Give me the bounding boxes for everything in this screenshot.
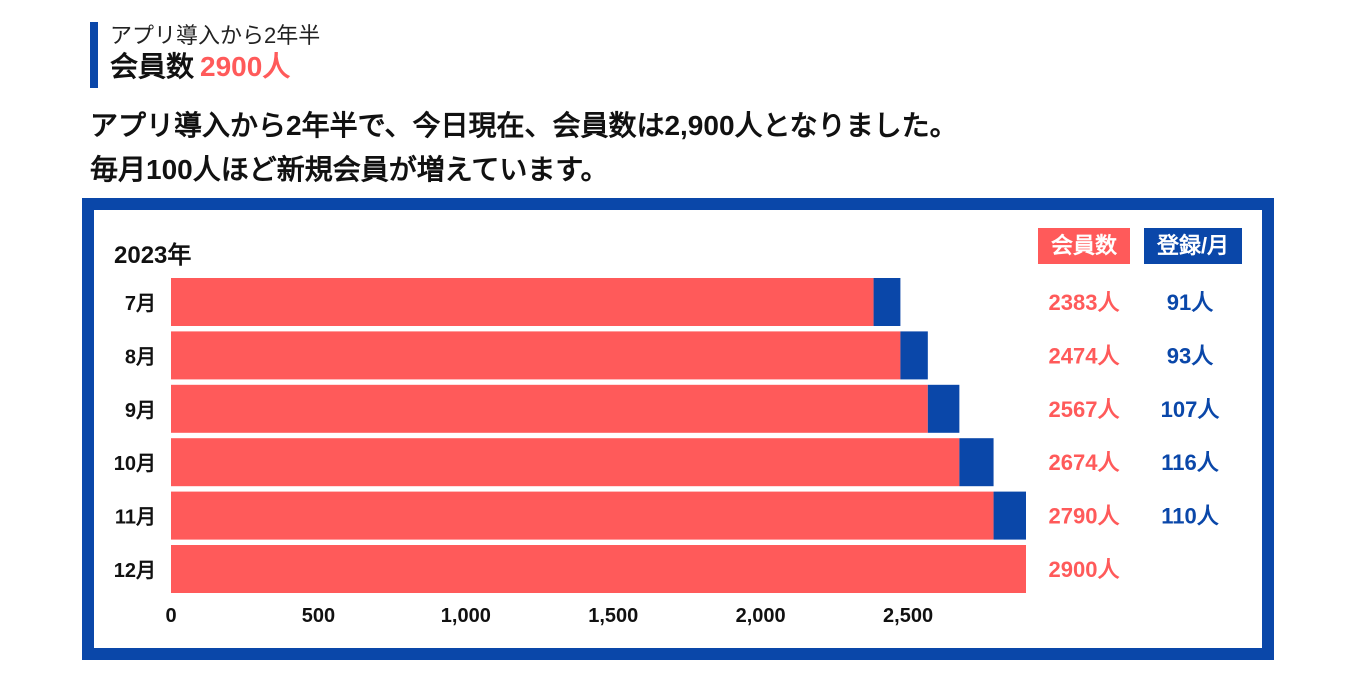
x-tick-label-1: 0 <box>165 605 176 627</box>
headline-label: 会員数 <box>110 51 195 82</box>
category-label-2: 8月 <box>125 346 156 368</box>
bar-monthly-2 <box>900 331 928 380</box>
bar-members-4 <box>171 438 960 487</box>
bar-monthly-3 <box>927 384 960 433</box>
monthly-count-label-2: 93人 <box>1167 343 1213 368</box>
x-tick-label-5: 2,000 <box>736 605 786 627</box>
monthly-count-label-1: 91人 <box>1167 290 1213 315</box>
chart-title: 2023年 <box>114 242 192 269</box>
bar-members-6 <box>171 545 1026 593</box>
monthly-count-label-4: 116人 <box>1161 450 1219 475</box>
x-tick-label-6: 2,500 <box>883 605 933 627</box>
page-headline: 会員数 2900人 <box>110 50 320 84</box>
monthly-count-label-3: 107人 <box>1161 397 1220 422</box>
member-count-label-3: 2567人 <box>1049 397 1120 422</box>
bar-members-1 <box>171 278 874 326</box>
category-label-5: 11月 <box>115 507 156 529</box>
member-count-label-4: 2674人 <box>1049 450 1120 475</box>
page-subtitle: アプリ導入から2年半 <box>110 23 321 48</box>
bar-members-3 <box>171 384 928 433</box>
chart-canvas: 7月 2383人 91人 8月 2474人 93人 9月 2567人 107人 10月 2674人 1… <box>114 278 1220 627</box>
member-count-label-1: 2383人 <box>1049 290 1120 315</box>
category-label-1: 7月 <box>125 293 156 315</box>
lead-text: アプリ導入から2年半で、今日現在、会員数は2,900人となりました。 毎月100… <box>90 104 958 192</box>
headline-value: 2900人 <box>200 51 291 82</box>
title-block: アプリ導入から2年半 会員数 2900人 <box>90 22 320 88</box>
chart-panel: 7月 2383人 91人 8月 2474人 93人 9月 2567人 107人 10月 2674人 1… <box>82 198 1274 660</box>
member-count-label-5: 2790人 <box>1049 504 1120 529</box>
legend-monthly: 登録/月 <box>1144 228 1242 264</box>
bar-monthly-4 <box>959 438 994 487</box>
monthly-count-label-5: 110人 <box>1161 504 1219 529</box>
member-count-label-6: 2900人 <box>1049 557 1120 582</box>
member-count-label-2: 2474人 <box>1049 343 1120 368</box>
x-tick-label-2: 500 <box>302 605 335 627</box>
bar-monthly-1 <box>873 278 901 326</box>
category-label-3: 9月 <box>125 400 156 422</box>
bar-members-5 <box>171 491 994 540</box>
lead-line-2: 毎月100人ほど新規会員が増えています。 <box>90 154 609 185</box>
category-label-6: 12月 <box>114 560 156 582</box>
bar-monthly-5 <box>993 491 1026 540</box>
bar-members-2 <box>171 331 901 380</box>
x-tick-label-3: 1,000 <box>441 605 491 627</box>
lead-line-1: アプリ導入から2年半で、今日現在、会員数は2,900人となりました。 <box>90 110 958 141</box>
x-tick-label-4: 1,500 <box>588 605 638 627</box>
legend-members: 会員数 <box>1038 228 1130 264</box>
category-label-4: 10月 <box>114 453 156 475</box>
